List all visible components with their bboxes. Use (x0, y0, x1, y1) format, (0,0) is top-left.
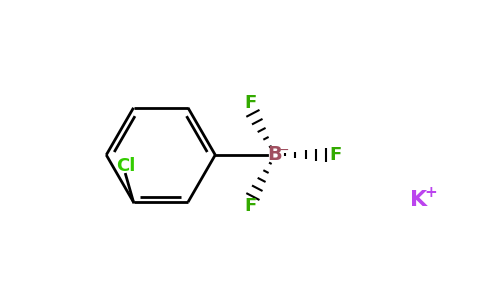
Text: F: F (329, 146, 341, 164)
Text: B: B (267, 146, 282, 164)
Text: F: F (245, 197, 257, 215)
Text: +: + (425, 185, 438, 200)
Text: F: F (245, 94, 257, 112)
Text: K: K (410, 190, 427, 209)
Text: Cl: Cl (116, 158, 135, 175)
Text: −: − (278, 143, 289, 157)
